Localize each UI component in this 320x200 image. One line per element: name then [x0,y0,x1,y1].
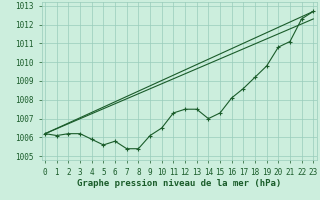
X-axis label: Graphe pression niveau de la mer (hPa): Graphe pression niveau de la mer (hPa) [77,179,281,188]
